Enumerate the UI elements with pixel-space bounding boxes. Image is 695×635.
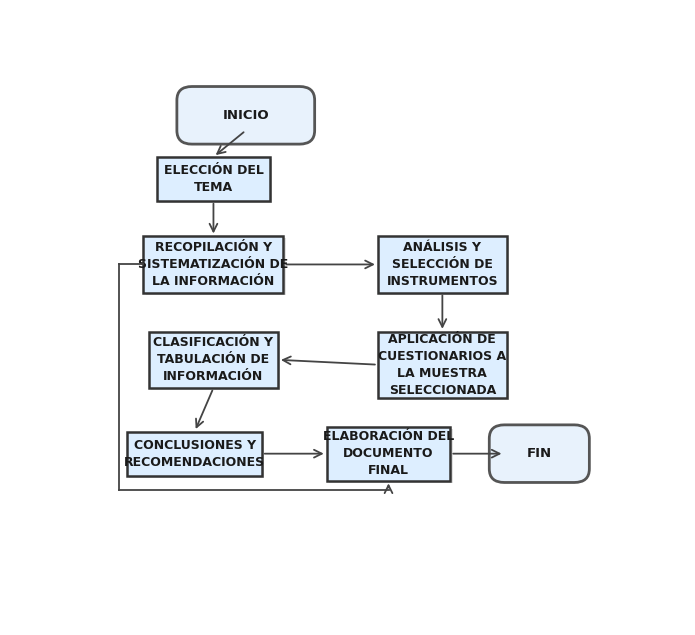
FancyBboxPatch shape [378,331,507,398]
FancyBboxPatch shape [327,427,450,481]
FancyBboxPatch shape [129,434,264,478]
Text: ELECCIÓN DEL
TEMA: ELECCIÓN DEL TEMA [163,164,263,194]
FancyBboxPatch shape [157,157,270,201]
Text: FIN: FIN [527,447,552,460]
FancyBboxPatch shape [378,236,507,293]
FancyBboxPatch shape [151,333,280,390]
FancyBboxPatch shape [159,159,272,203]
FancyBboxPatch shape [329,429,452,483]
FancyBboxPatch shape [143,236,284,293]
FancyBboxPatch shape [127,432,262,476]
FancyBboxPatch shape [380,238,509,295]
FancyBboxPatch shape [489,425,589,483]
Text: INICIO: INICIO [222,109,269,122]
Text: RECOPILACIÓN Y
SISTEMATIZACIÓN DE
LA INFORMACIÓN: RECOPILACIÓN Y SISTEMATIZACIÓN DE LA INF… [138,241,288,288]
FancyBboxPatch shape [149,331,278,388]
FancyBboxPatch shape [145,238,286,295]
Text: ANÁLISIS Y
SELECCIÓN DE
INSTRUMENTOS: ANÁLISIS Y SELECCIÓN DE INSTRUMENTOS [386,241,498,288]
FancyBboxPatch shape [177,86,315,144]
Text: CLASIFICACIÓN Y
TABULACIÓN DE
INFORMACIÓN: CLASIFICACIÓN Y TABULACIÓN DE INFORMACIÓ… [154,337,273,384]
Text: ELABORACIÓN DEL
DOCUMENTO
FINAL: ELABORACIÓN DEL DOCUMENTO FINAL [323,430,454,477]
Text: CONCLUSIONES Y
RECOMENDACIONES: CONCLUSIONES Y RECOMENDACIONES [124,439,265,469]
Text: APLICACIÓN DE
CUESTIONARIOS A
LA MUESTRA
SELECCIONADA: APLICACIÓN DE CUESTIONARIOS A LA MUESTRA… [378,333,507,397]
FancyBboxPatch shape [380,333,509,399]
